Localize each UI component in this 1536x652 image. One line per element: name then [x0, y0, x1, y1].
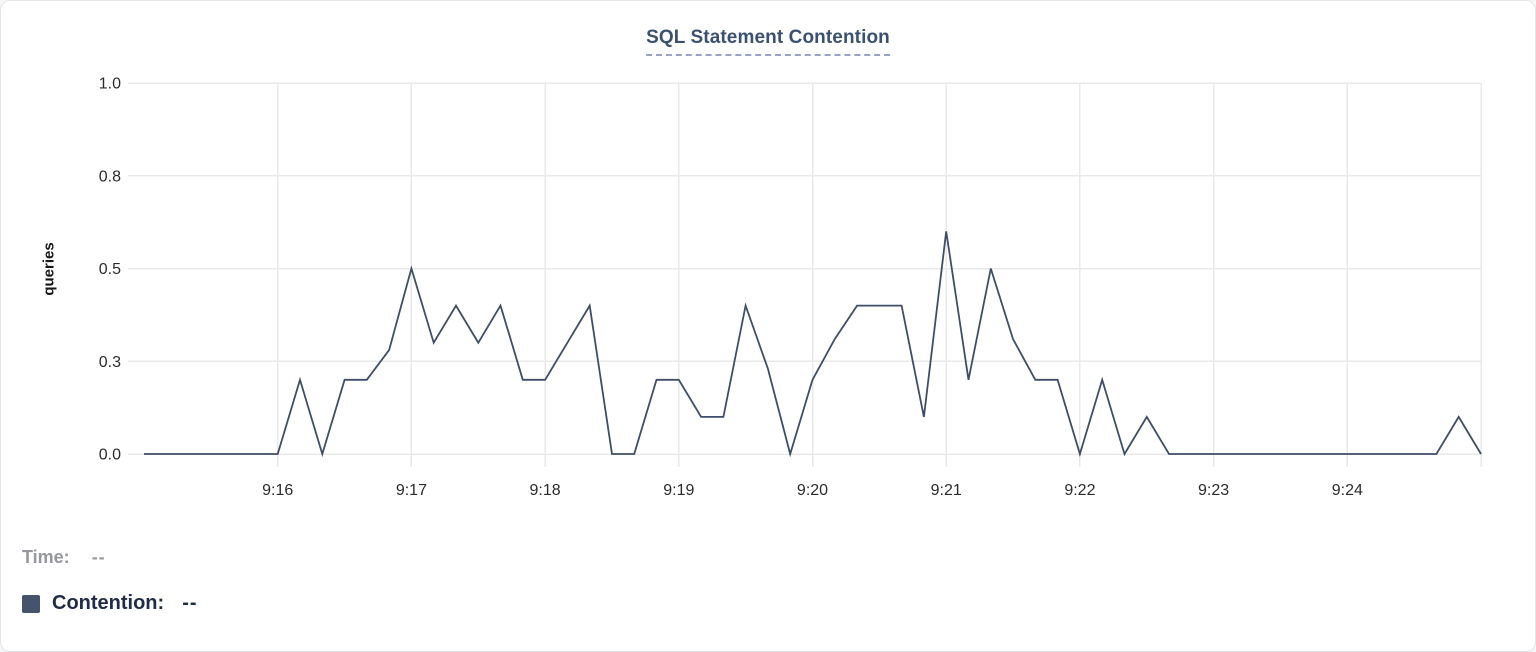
y-tick-label: 1.0 [99, 76, 121, 93]
contention-label: Contention: [52, 592, 165, 614]
contention-line-chart[interactable]: 0.0 0.3 0.5 0.8 1.0 9:16 9:17 9:18 9:19 9:20 9:21… [1, 1, 1536, 521]
x-tick-label: 9:17 [396, 482, 427, 499]
legend-contention-row[interactable]: Contention: -- [22, 592, 198, 615]
x-tick-label: 9:19 [663, 482, 694, 499]
chart-title[interactable]: SQL Statement Contention [646, 27, 890, 56]
x-tick-label: 9:23 [1198, 482, 1229, 499]
x-tick-label: 9:18 [530, 482, 561, 499]
x-tick-label: 9:24 [1332, 482, 1363, 499]
x-tick-label: 9:16 [262, 482, 293, 499]
vertical-gridlines [276, 83, 1482, 467]
x-tick-label: 9:21 [931, 482, 962, 499]
contention-series-line [144, 231, 1482, 458]
y-tick-label: 0.0 [99, 447, 121, 464]
x-tick-label: 9:22 [1064, 482, 1095, 499]
legend-time-row: Time: -- [22, 547, 106, 568]
y-axis-tick-labels: 0.0 0.3 0.5 0.8 1.0 [99, 76, 121, 464]
time-value: -- [91, 547, 106, 567]
horizontal-gridlines [128, 82, 1481, 455]
y-tick-label: 0.3 [99, 354, 121, 371]
y-tick-label: 0.8 [99, 168, 121, 185]
contention-value: -- [182, 592, 198, 614]
x-axis-tick-labels: 9:16 9:17 9:18 9:19 9:20 9:21 9:22 9:23 9:24 [262, 482, 1363, 499]
time-label: Time: [22, 547, 70, 567]
y-tick-label: 0.5 [99, 261, 121, 278]
contention-series-swatch [22, 594, 40, 613]
x-tick-label: 9:20 [797, 482, 828, 499]
